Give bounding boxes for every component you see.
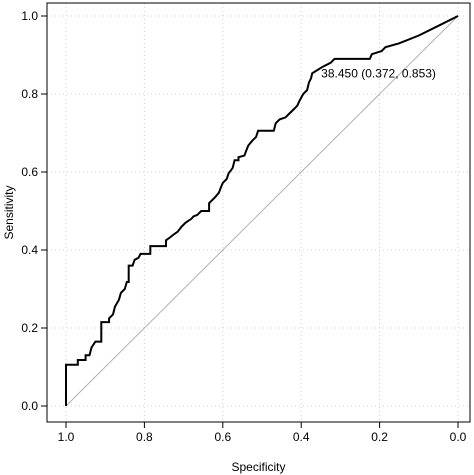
x-axis: 1.0 0.8 0.6 0.4 0.2 0.0 [58,422,467,444]
plot-frame [46,2,471,423]
y-tick-label: 0.2 [21,321,38,335]
y-tick-label: 1.0 [21,9,38,23]
x-tick-label: 0.2 [371,430,388,444]
cutoff-annotation: 38.450 (0.372, 0.853) [321,66,436,80]
x-tick-label: 0.8 [136,430,153,444]
y-tick-label: 0.0 [21,399,38,413]
y-tick-label: 0.6 [21,165,38,179]
y-tick-label: 0.4 [21,243,38,257]
y-axis-label: Sensitivity [2,185,16,239]
x-tick-label: 0.4 [293,430,310,444]
y-tick-label: 0.8 [21,87,38,101]
roc-curve [65,15,459,406]
x-tick-label: 0.6 [214,430,231,444]
x-axis-label: Specificity [231,460,285,474]
y-axis: 0.0 0.2 0.4 0.6 0.8 1.0 [21,9,47,413]
reference-diagonal [65,15,459,407]
x-tick-label: 1.0 [58,430,75,444]
grid [47,3,470,422]
x-tick-label: 0.0 [450,430,467,444]
